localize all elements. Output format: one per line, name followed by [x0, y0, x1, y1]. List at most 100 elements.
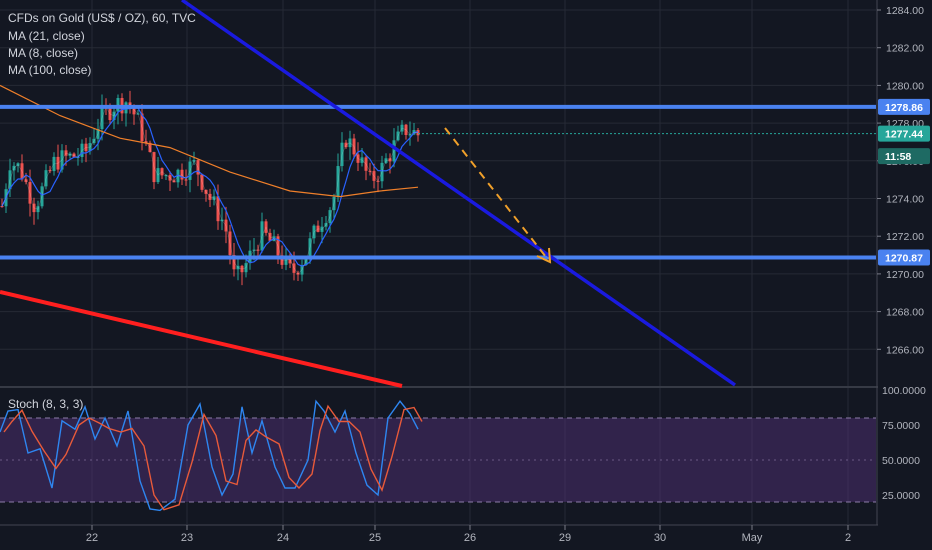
candle-body[interactable] — [152, 152, 156, 183]
candle-body[interactable] — [168, 175, 172, 181]
candle-body[interactable] — [60, 150, 64, 170]
candle-body[interactable] — [208, 193, 212, 200]
candle-body[interactable] — [32, 203, 36, 213]
candle-body[interactable] — [56, 156, 60, 170]
candle-body[interactable] — [256, 249, 260, 251]
candle-body[interactable] — [340, 142, 344, 167]
candle-body[interactable] — [400, 124, 404, 132]
candle-body[interactable] — [216, 196, 220, 222]
candle-body[interactable] — [392, 140, 396, 162]
candle-body[interactable] — [312, 225, 316, 239]
candle-body[interactable] — [348, 138, 352, 148]
candle-body[interactable] — [188, 161, 192, 180]
candle-body[interactable] — [48, 170, 52, 172]
candle-body[interactable] — [376, 180, 380, 182]
candle-body[interactable] — [320, 226, 324, 232]
drawings[interactable] — [0, 0, 876, 388]
candle-body[interactable] — [20, 163, 24, 180]
candle-body[interactable] — [252, 249, 256, 251]
candle-body[interactable] — [360, 157, 364, 163]
candle-body[interactable] — [156, 168, 160, 183]
candle-body[interactable] — [164, 175, 168, 177]
candle-body[interactable] — [396, 131, 400, 141]
candle-body[interactable] — [136, 113, 140, 115]
candle-body[interactable] — [204, 189, 208, 194]
candle-body[interactable] — [116, 98, 120, 112]
candle-body[interactable] — [388, 158, 392, 162]
descending-trendline[interactable] — [181, 0, 736, 387]
candle-body[interactable] — [176, 169, 180, 183]
candle-body[interactable] — [332, 196, 336, 211]
candle-body[interactable] — [172, 180, 176, 183]
candle-body[interactable] — [192, 160, 196, 162]
candle-body[interactable] — [64, 150, 68, 156]
candle-body[interactable] — [244, 263, 248, 273]
candle-body[interactable] — [112, 111, 116, 121]
candle-body[interactable] — [28, 182, 32, 204]
candle-body[interactable] — [148, 142, 152, 153]
candle-body[interactable] — [372, 171, 376, 181]
candle-body[interactable] — [404, 124, 408, 135]
candle-body[interactable] — [100, 106, 104, 130]
candle-body[interactable] — [380, 162, 384, 182]
candle-body[interactable] — [88, 143, 92, 152]
candle-body[interactable] — [364, 157, 368, 171]
candle-body[interactable] — [0, 206, 4, 208]
candle-body[interactable] — [384, 158, 388, 163]
lower-trendline[interactable] — [0, 290, 403, 388]
candle-body[interactable] — [308, 238, 312, 257]
candle-body[interactable] — [40, 186, 44, 207]
candle-body[interactable] — [368, 170, 372, 172]
candle-body[interactable] — [16, 163, 20, 166]
candle-body[interactable] — [240, 265, 244, 273]
candle-body[interactable] — [324, 223, 328, 227]
candle-body[interactable] — [44, 170, 48, 187]
candle-body[interactable] — [304, 256, 308, 266]
candle-body[interactable] — [24, 179, 28, 183]
candle-body[interactable] — [12, 165, 16, 171]
candle-body[interactable] — [236, 265, 240, 270]
candle-body[interactable] — [408, 134, 412, 136]
candle-body[interactable] — [224, 219, 228, 232]
candle-body[interactable] — [416, 130, 420, 136]
candle-body[interactable] — [264, 221, 268, 233]
candle-body[interactable] — [52, 156, 56, 172]
candle-body[interactable] — [108, 107, 112, 121]
candle-body[interactable] — [232, 255, 236, 270]
candle-body[interactable] — [284, 255, 288, 265]
candle-body[interactable] — [196, 160, 200, 175]
candle-body[interactable] — [316, 225, 320, 232]
candle-body[interactable] — [328, 210, 332, 224]
candle-body[interactable] — [356, 154, 360, 163]
candle-body[interactable] — [292, 263, 296, 273]
candle-body[interactable] — [144, 141, 148, 143]
candle-body[interactable] — [72, 153, 76, 158]
candle-body[interactable] — [228, 231, 232, 256]
candle-body[interactable] — [212, 196, 216, 200]
candle-body[interactable] — [160, 168, 164, 176]
candle-body[interactable] — [140, 113, 144, 142]
candle-body[interactable] — [268, 232, 272, 241]
candle-body[interactable] — [276, 236, 280, 256]
candle-body[interactable] — [36, 206, 40, 213]
candle-body[interactable] — [8, 170, 12, 190]
candle-body[interactable] — [96, 129, 100, 139]
candle-body[interactable] — [84, 143, 88, 152]
candle-body[interactable] — [200, 174, 204, 190]
candle-body[interactable] — [68, 153, 72, 156]
candle-body[interactable] — [80, 143, 84, 158]
candle-body[interactable] — [220, 219, 224, 222]
candle-body[interactable] — [184, 179, 188, 181]
candle-body[interactable] — [344, 142, 348, 148]
candle-body[interactable] — [128, 102, 132, 106]
candle-body[interactable] — [260, 221, 264, 251]
candle-body[interactable] — [280, 255, 284, 265]
candle-body[interactable] — [180, 169, 184, 180]
candle-body[interactable] — [300, 265, 304, 275]
candle-body[interactable] — [288, 255, 292, 264]
candle-body[interactable] — [92, 138, 96, 144]
candle-body[interactable] — [336, 166, 340, 197]
candle-body[interactable] — [352, 138, 356, 155]
candle-body[interactable] — [296, 272, 300, 275]
